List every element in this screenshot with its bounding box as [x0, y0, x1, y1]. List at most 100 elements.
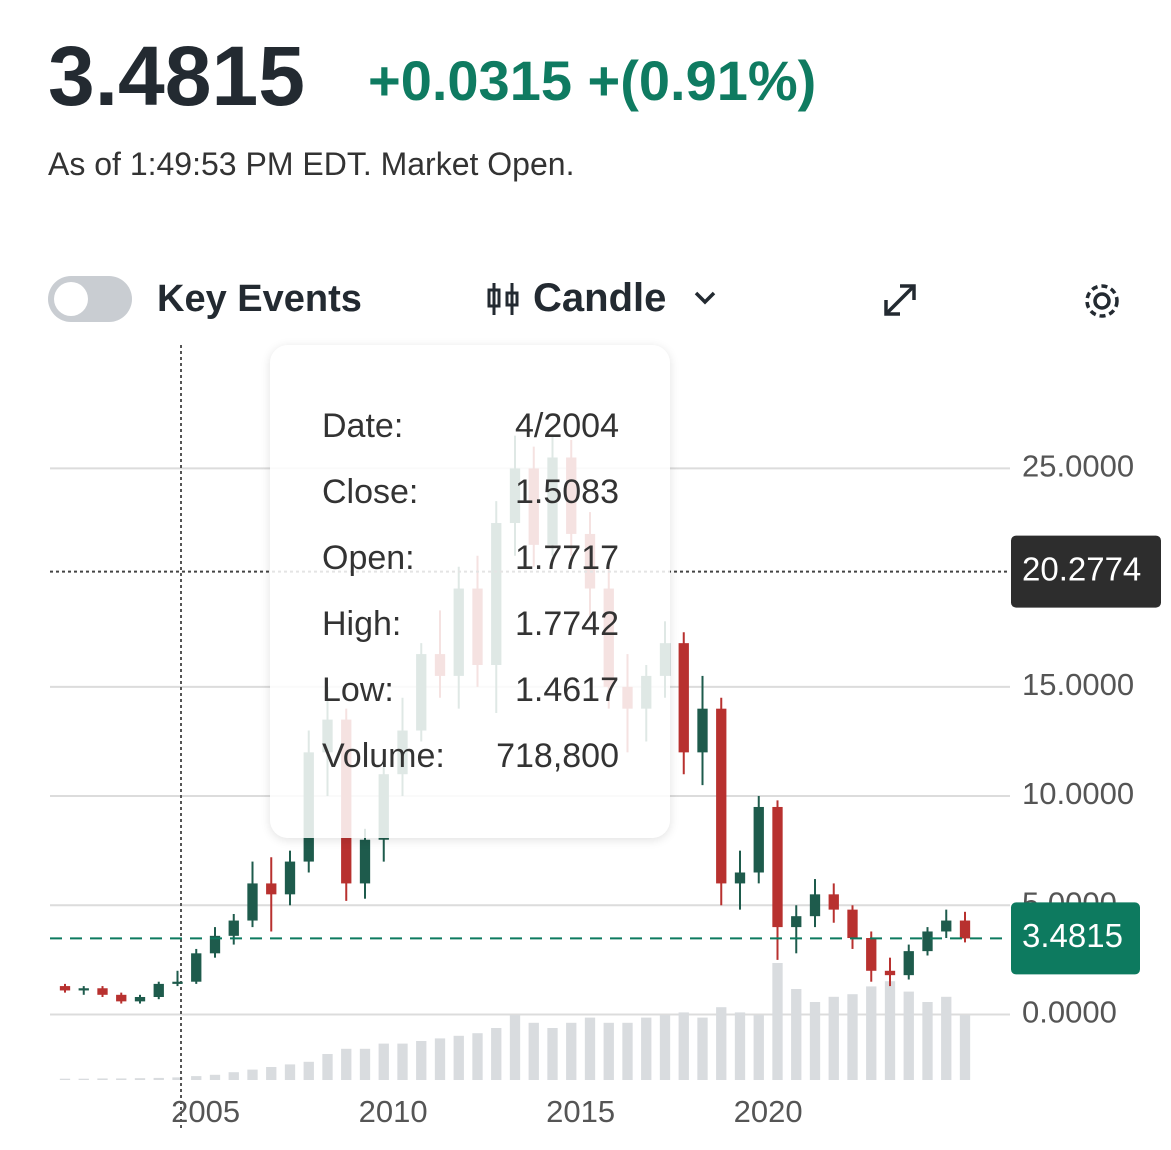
- candle-icon: [487, 283, 519, 315]
- tooltip-value: 1.5083: [515, 473, 619, 511]
- volume-bar: [153, 1077, 164, 1080]
- volume-bar: [303, 1061, 314, 1080]
- volume-bar: [172, 1077, 183, 1080]
- volume-bar: [491, 1028, 502, 1080]
- volume-bar: [866, 986, 877, 1080]
- tooltip-label: Date:: [322, 407, 404, 445]
- candle-body: [959, 920, 971, 939]
- volume-bar: [397, 1043, 408, 1080]
- volume-bar: [678, 1012, 689, 1080]
- volume-bar: [791, 989, 802, 1080]
- candle-body: [678, 643, 689, 753]
- volume-bar: [941, 996, 952, 1080]
- tooltip-label: Volume:: [322, 737, 445, 775]
- candle-body: [284, 861, 296, 895]
- volume-bar: [584, 1017, 596, 1080]
- volume-bar: [528, 1022, 539, 1080]
- tooltip-row: Date: 4/2004: [322, 407, 619, 446]
- candle-body: [153, 983, 164, 997]
- candle-body: [172, 981, 183, 984]
- volume-bar: [809, 1002, 821, 1080]
- candle-body: [228, 920, 239, 936]
- volume-bar: [322, 1054, 333, 1080]
- candle-body: [359, 839, 371, 884]
- volume-bar: [341, 1048, 352, 1080]
- candle-body: [97, 988, 108, 995]
- tooltip: Date: 4/2004 Close: 1.5083 Open: 1.7717 High: 1…: [270, 345, 670, 838]
- volume-bar: [659, 1015, 671, 1080]
- toggle[interactable]: [48, 276, 132, 322]
- x-tick-label: 2015: [546, 1094, 615, 1129]
- volume-bar: [416, 1041, 427, 1080]
- candle-body: [134, 996, 146, 1002]
- volume-bar: [884, 981, 896, 1080]
- volume-bar: [359, 1048, 371, 1080]
- volume-bar: [209, 1074, 221, 1080]
- candle-body: [828, 894, 839, 910]
- chart-style[interactable]: Candle: [533, 276, 667, 320]
- candle-body: [922, 931, 933, 952]
- candle-body: [59, 986, 71, 991]
- volume-bar: [903, 991, 914, 1080]
- volume-bar: [959, 1015, 971, 1080]
- key-events-label[interactable]: Key Events: [157, 278, 362, 320]
- volume-bar: [284, 1064, 296, 1080]
- volume-bar: [641, 1017, 652, 1080]
- expand-icon[interactable]: [880, 280, 920, 320]
- volume-bar: [472, 1033, 483, 1080]
- price-change: +0.0315 +(0.91%): [368, 49, 817, 112]
- tooltip-value: 718,800: [496, 737, 619, 775]
- candle-body: [716, 708, 727, 884]
- tooltip-value: 4/2004: [515, 407, 619, 445]
- candle-body: [734, 872, 746, 884]
- y-tick-label: 0.0000: [1022, 995, 1117, 1030]
- tooltip-value: 1.4617: [515, 671, 619, 709]
- candle-body: [791, 916, 802, 928]
- volume-bar: [509, 1015, 521, 1080]
- crosshair-label: 20.2774: [1022, 550, 1141, 587]
- x-tick-label: 2010: [359, 1094, 428, 1129]
- last-price-label: 3.4815: [1022, 917, 1123, 954]
- candle-body: [191, 953, 202, 982]
- tooltip-row: High: 1.7742: [322, 605, 619, 644]
- volume-bar: [247, 1069, 258, 1080]
- volume-bar: [78, 1078, 89, 1080]
- volume-bar: [734, 1012, 746, 1080]
- volume-bar: [228, 1072, 239, 1080]
- candle-body: [116, 994, 127, 1002]
- volume-bar: [97, 1078, 108, 1080]
- candle-body: [247, 883, 258, 921]
- volume-bar: [566, 1022, 577, 1080]
- candle-body: [209, 935, 221, 954]
- volume-bar: [266, 1067, 277, 1080]
- y-tick-label: 25.0000: [1022, 449, 1134, 484]
- tooltip-label: Close:: [322, 473, 419, 511]
- settings-icon[interactable]: [1080, 279, 1124, 323]
- as-of: As of 1:49:53 PM EDT. Market Open.: [48, 146, 575, 182]
- x-tick-label: 2005: [171, 1094, 240, 1129]
- candle-body: [866, 938, 877, 971]
- y-tick-label: 10.0000: [1022, 776, 1134, 811]
- tooltip-row: Low: 1.4617: [322, 671, 619, 710]
- volume-bar: [772, 963, 783, 1080]
- candle-body: [847, 909, 858, 939]
- volume-bar: [453, 1035, 464, 1080]
- volume-bar: [603, 1022, 614, 1080]
- candle-body: [809, 894, 821, 917]
- tooltip-value: 1.7742: [515, 605, 619, 643]
- chevron[interactable]: [692, 288, 718, 308]
- y-tick-label: 15.0000: [1022, 667, 1134, 702]
- volume-bar: [59, 1078, 71, 1080]
- volume-bar: [622, 1022, 633, 1080]
- tooltip-row: Open: 1.7717: [322, 539, 619, 578]
- tooltip-row: Volume: 718,800: [322, 737, 619, 776]
- candle-body: [697, 708, 708, 753]
- tooltip-label: Low:: [322, 671, 394, 709]
- tooltip-value: 1.7717: [515, 539, 619, 577]
- candle-body: [78, 988, 89, 991]
- volume-bar: [697, 1017, 708, 1080]
- volume-bar: [134, 1078, 146, 1080]
- volume-bar: [922, 1002, 933, 1080]
- x-tick-label: 2020: [734, 1094, 803, 1129]
